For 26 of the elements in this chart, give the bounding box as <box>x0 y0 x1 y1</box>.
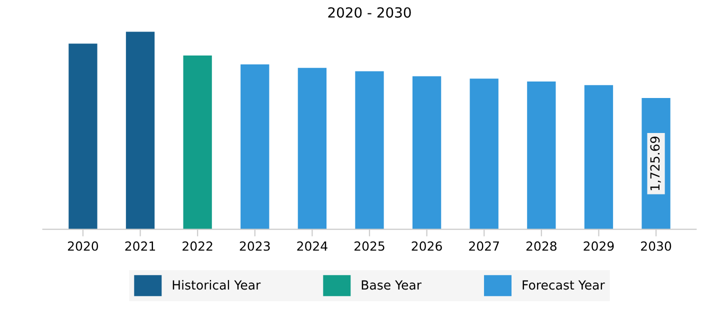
x-tick-label: 2029 <box>584 241 614 251</box>
x-tick-label: 2030 <box>641 241 672 251</box>
chart-title: 2020 - 2030 <box>328 7 411 18</box>
legend-label: Forecast Year <box>522 280 605 290</box>
bar <box>126 32 155 230</box>
bar <box>355 71 384 230</box>
x-tick-label: 2026 <box>412 241 442 251</box>
data-label: 1,725.69 <box>650 136 661 190</box>
bar <box>412 76 442 230</box>
x-tick-label: 2025 <box>354 241 384 251</box>
bar <box>298 68 327 230</box>
x-tick-label: 2021 <box>125 241 156 251</box>
x-tick-label: 2024 <box>297 241 328 251</box>
legend-label: Historical Year <box>172 280 261 290</box>
bar <box>240 64 270 230</box>
x-tick-label: 2020 <box>68 241 98 251</box>
x-tick-label: 2022 <box>182 241 212 251</box>
bar <box>183 55 212 230</box>
legend-label: Base Year <box>362 280 422 290</box>
bar <box>584 85 614 230</box>
x-tick-label: 2027 <box>469 241 499 251</box>
x-tick-label: 2023 <box>240 241 270 251</box>
bar <box>527 82 556 230</box>
x-tick-label: 2028 <box>526 241 556 251</box>
bar <box>470 78 498 230</box>
bar <box>68 44 98 230</box>
